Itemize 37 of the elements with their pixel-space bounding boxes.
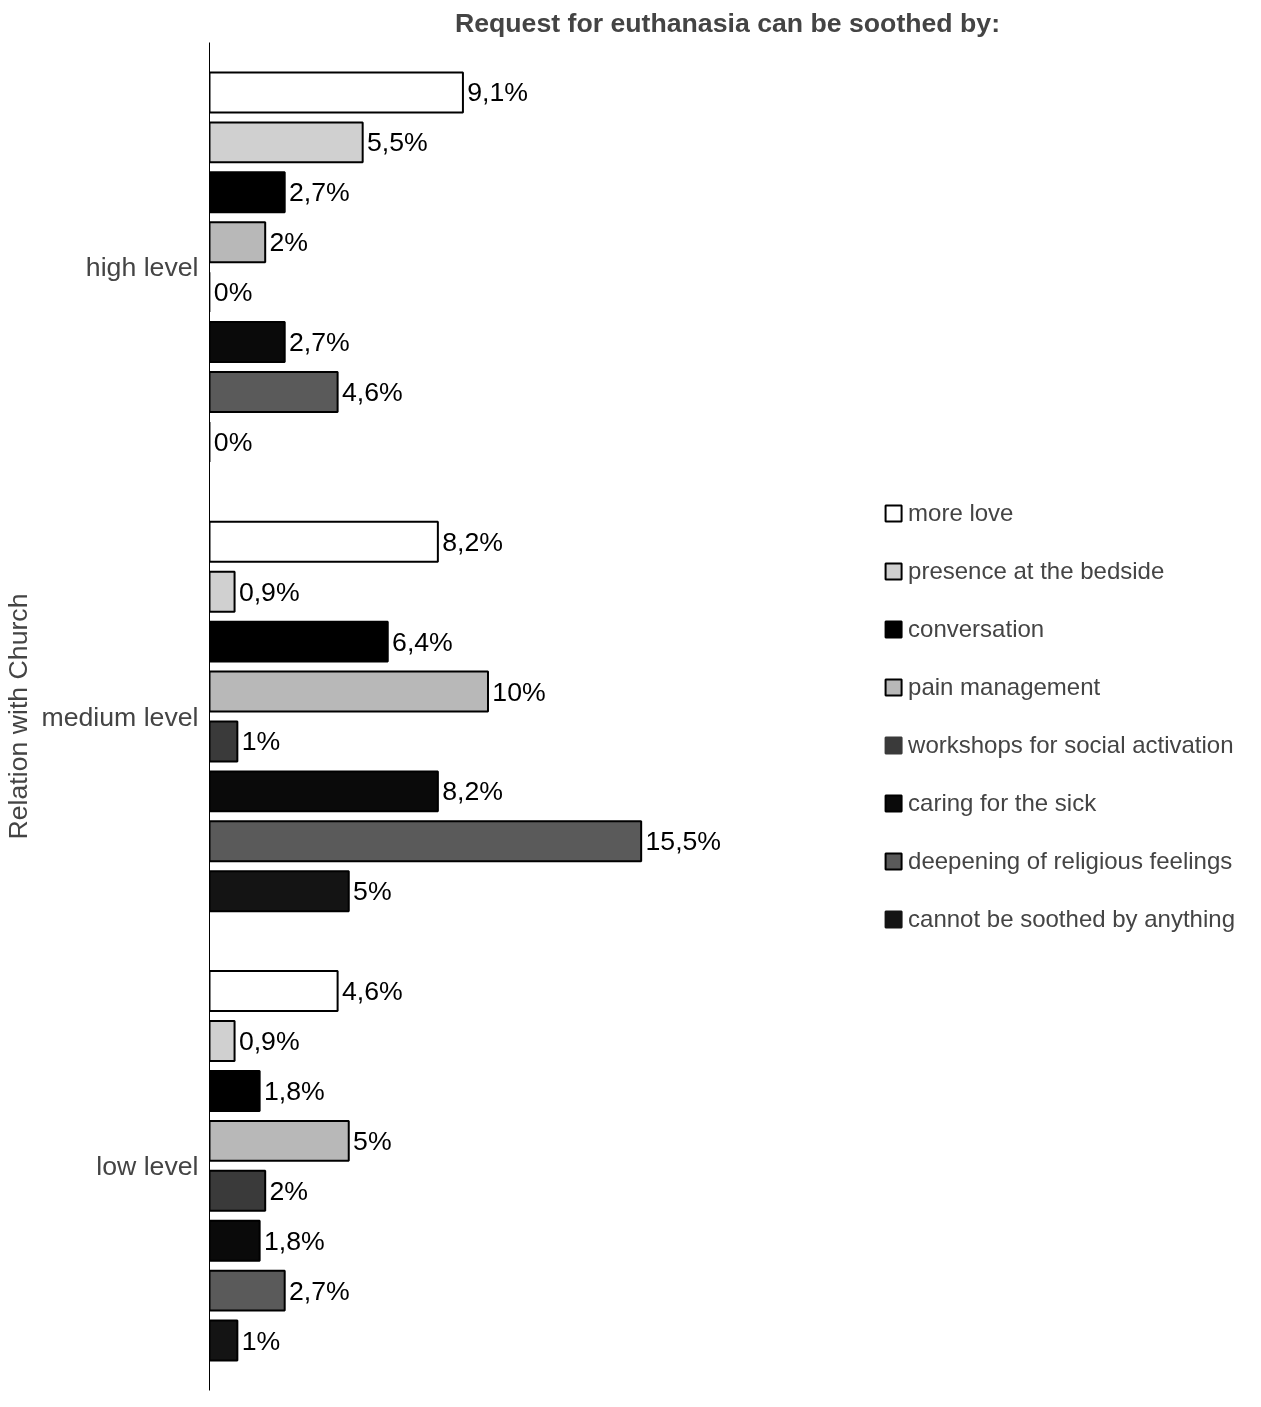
data-label: 4,6% <box>341 376 403 407</box>
data-label: 5% <box>353 1125 392 1156</box>
data-label: 9,1% <box>467 77 529 108</box>
data-label: 6,4% <box>392 626 453 657</box>
data-label: 15,5% <box>645 826 722 857</box>
y-axis-title: Relation with Church <box>3 593 34 840</box>
data-label: 0% <box>213 426 253 457</box>
data-label: 4,6% <box>341 976 403 1007</box>
data-label: 1% <box>241 1325 281 1356</box>
data-label: 2,7% <box>289 177 350 208</box>
data-label: 5,5% <box>366 127 428 158</box>
y-tick-label: low level <box>96 1150 199 1181</box>
legend-label: deepening of religious feelings <box>908 847 1233 875</box>
legend-label: workshops for social activation <box>908 731 1234 759</box>
data-label: 0,9% <box>238 1026 300 1057</box>
legend-label: conversation <box>908 615 1045 643</box>
data-label: 0,9% <box>238 576 300 607</box>
legend-label: pain management <box>908 673 1101 701</box>
data-label: 0% <box>213 277 253 308</box>
data-label: 1% <box>241 726 281 757</box>
data-label: 1,8% <box>263 1075 325 1106</box>
data-label: 10% <box>492 676 546 707</box>
data-label: 2,7% <box>289 1275 350 1306</box>
data-label: 2% <box>269 1175 309 1206</box>
data-label: 5% <box>353 876 392 907</box>
legend-label: cannot be soothed by anything <box>908 905 1235 933</box>
legend-label: more love <box>908 499 1014 527</box>
legend-label: presence at the bedside <box>908 557 1165 585</box>
legend-label: caring for the sick <box>908 789 1097 817</box>
data-label: 8,2% <box>442 526 503 557</box>
data-label: 8,2% <box>442 776 503 807</box>
data-label: 2% <box>269 227 309 258</box>
y-tick-label: medium level <box>41 701 199 732</box>
text: Request for euthanasia can be soothed by: <box>454 7 1001 38</box>
y-tick-label: high level <box>85 252 199 283</box>
data-label: 2,7% <box>289 327 350 358</box>
data-label: 1,8% <box>263 1225 325 1256</box>
